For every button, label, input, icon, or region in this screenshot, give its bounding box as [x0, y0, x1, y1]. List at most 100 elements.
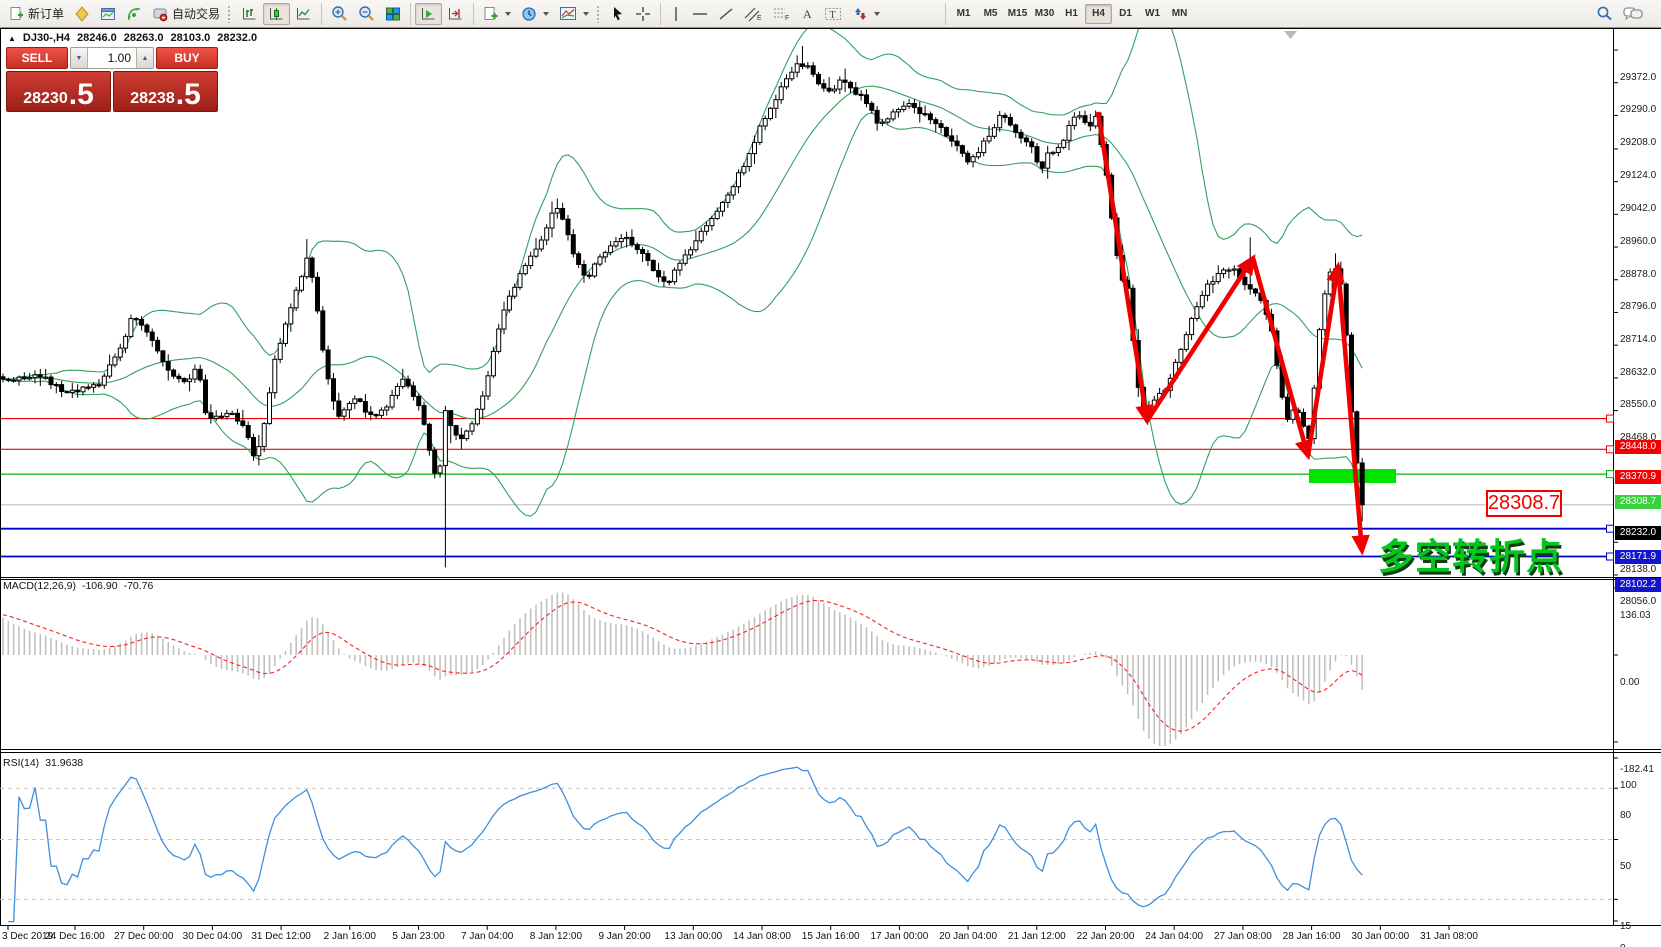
profiles-caret-icon	[543, 11, 550, 16]
turning-point-note[interactable]: 多空转折点	[1378, 536, 1564, 577]
bar-chart-button[interactable]	[236, 3, 263, 25]
symbol-menu-triangle-icon[interactable]: ▲	[8, 33, 16, 43]
time-axis-label: 7 Jan 04:00	[461, 931, 514, 942]
axis-label: 15	[1620, 920, 1632, 932]
buy-price-button[interactable]: 28238.5	[113, 71, 218, 112]
axis-label: 28138.0	[1620, 563, 1657, 575]
line-chart-button[interactable]	[290, 3, 317, 25]
tf-m5-button[interactable]: M5	[983, 8, 998, 19]
time-axis-label: 31 Jan 08:00	[1420, 931, 1478, 942]
volume-input[interactable]	[88, 48, 136, 68]
autotrading-button[interactable]: 自动交易	[147, 3, 225, 25]
axis-label: 28056.0	[1620, 596, 1657, 608]
rsi-label: RSI(14) 31.9638	[3, 757, 84, 769]
tf-w1-button[interactable]: W1	[1145, 8, 1161, 19]
zoom-in-button[interactable]	[326, 3, 353, 25]
cursor-tool-button[interactable]	[605, 3, 630, 25]
horizontal-line-icon	[693, 12, 708, 15]
time-axis-label: 3 Dec 2019	[2, 931, 54, 942]
price-level-label: 28448.0	[1615, 439, 1661, 454]
auto-scroll-icon	[422, 7, 435, 19]
toolbar-grip[interactable]	[227, 4, 233, 23]
tf-mn-button[interactable]: MN	[1171, 8, 1188, 19]
zoom-in-icon	[332, 6, 347, 21]
axis-label: 29208.0	[1620, 136, 1657, 148]
community-chat-icon[interactable]	[1623, 5, 1643, 22]
arrows-tool-button[interactable]	[847, 3, 885, 25]
fibonacci-tool-button[interactable]: F	[767, 3, 795, 25]
chart-canvas[interactable]	[0, 28, 1661, 947]
indicators-button[interactable]	[554, 3, 594, 25]
axis-label: 29372.0	[1620, 71, 1657, 83]
signals-button[interactable]	[121, 3, 147, 25]
svg-text:F: F	[785, 15, 789, 22]
trendline-icon	[719, 7, 733, 20]
axis-label: 0.00	[1620, 676, 1640, 688]
horizontal-line-tool-button[interactable]	[687, 3, 713, 25]
volume-down-button[interactable]: ▼	[71, 48, 88, 68]
time-axis-label: 14 Jan 08:00	[733, 931, 791, 942]
ohlc-high: 28263.0	[123, 32, 164, 44]
sell-price-main: 28230	[23, 90, 68, 107]
autotrading-label: 自动交易	[172, 7, 221, 21]
tf-d1-button[interactable]: D1	[1119, 8, 1132, 19]
chart-window: ▲ DJ30-,H4 28246.0 28263.0 28103.0 28232…	[0, 28, 1661, 947]
text-label-icon: T	[825, 7, 842, 21]
toolbar-grip2[interactable]	[596, 4, 602, 23]
candlestick-chart-button[interactable]	[263, 2, 291, 25]
new-order-button[interactable]: 新订单	[4, 3, 69, 25]
tf-h4-button[interactable]: H4	[1085, 3, 1113, 24]
buy-button[interactable]: BUY	[156, 47, 218, 69]
one-click-trading-panel: SELL ▼ ▲ BUY 28230.5 28238.5	[6, 47, 218, 112]
price-callout-object[interactable]: 28308.7	[1486, 490, 1562, 517]
zoom-out-button[interactable]	[353, 3, 380, 25]
time-axis-label: 28 Jan 16:00	[1282, 931, 1341, 942]
axis-label: 28468.0	[1620, 432, 1657, 444]
time-axis-label: 9 Jan 20:00	[598, 931, 651, 942]
macd-label: MACD(12,26,9) -106.90 -70.76	[3, 580, 154, 592]
axis-label: 28632.0	[1620, 366, 1657, 378]
price-level-label: 28102.2	[1615, 577, 1661, 592]
svg-text:T: T	[830, 10, 836, 21]
trendline-tool-button[interactable]	[713, 3, 739, 25]
candlestick-chart-icon	[270, 7, 283, 20]
axis-label: -182.41	[1620, 763, 1654, 775]
volume-up-button[interactable]: ▲	[136, 48, 153, 68]
time-axis-label: 22 Jan 20:00	[1076, 931, 1135, 942]
ohlc-close: 28232.0	[217, 32, 258, 44]
chart-shift-button[interactable]	[442, 3, 469, 25]
vertical-line-tool-button[interactable]	[665, 3, 687, 25]
axis-label: 29042.0	[1620, 203, 1657, 215]
new-chart-icon	[484, 6, 498, 20]
tf-m1-button[interactable]: M1	[956, 8, 971, 19]
equidistant-channel-icon: E	[744, 7, 762, 22]
tf-h1-button[interactable]: H1	[1065, 8, 1078, 19]
tf-m30-button[interactable]: M30	[1034, 8, 1055, 19]
sell-price-button[interactable]: 28230.5	[6, 71, 111, 112]
symbol-period-label: DJ30-,H4	[22, 32, 70, 44]
sell-button[interactable]: SELL	[6, 47, 68, 69]
text-tool-button[interactable]: A	[795, 3, 819, 25]
auto-scroll-button[interactable]	[415, 2, 443, 25]
cursor-icon	[614, 6, 623, 20]
search-icon[interactable]	[1596, 5, 1613, 22]
axis-label: 50	[1620, 861, 1632, 872]
price-level-label: 28232.0	[1615, 525, 1661, 540]
chart-shift-icon	[449, 7, 462, 19]
time-axis-label: 2 Jan 16:00	[323, 931, 376, 942]
metaeditor-button[interactable]	[69, 3, 95, 25]
new-chart-button[interactable]	[478, 3, 516, 25]
axis-label: 28714.0	[1620, 333, 1657, 345]
text-icon: A	[803, 7, 812, 21]
tile-windows-button[interactable]	[380, 3, 406, 25]
profiles-button[interactable]	[516, 3, 554, 25]
tf-m15-button[interactable]: M15	[1007, 8, 1028, 19]
channel-tool-button[interactable]: E	[739, 3, 767, 25]
arrow-objects-icon	[855, 7, 867, 20]
macd-value-signal: -70.76	[123, 580, 154, 592]
market-watch-button[interactable]	[95, 3, 121, 25]
chart-title: ▲ DJ30-,H4 28246.0 28263.0 28103.0 28232…	[8, 32, 257, 44]
crosshair-tool-button[interactable]	[630, 3, 656, 25]
label-tool-button[interactable]: T	[819, 3, 847, 25]
